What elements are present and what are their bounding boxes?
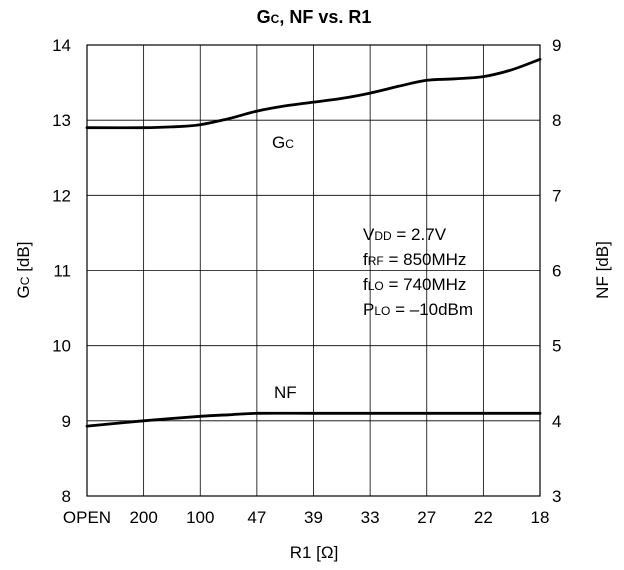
y-right-tick-label: 9 (552, 36, 561, 55)
y-left-tick-label: 9 (62, 412, 71, 431)
condition-frf: fRF = 850MHz (363, 250, 466, 269)
plot-frame (86, 44, 541, 497)
x-axis-label: R1 [Ω] (290, 543, 339, 562)
chart-title: GC, NF vs. R1 (257, 7, 372, 27)
y-right-tick-label: 5 (552, 337, 561, 356)
gc-label-sub: C (285, 137, 294, 151)
conditions-annotation: VDD = 2.7V fRF = 850MHz fLO = 740MHz PLO… (363, 225, 473, 319)
y-left-tick-label: 12 (52, 186, 71, 205)
y-right-tick-label: 8 (552, 111, 561, 130)
title-part-main: G (257, 7, 271, 27)
series-line-gc (85, 57, 542, 130)
x-axis-ticks: OPEN 200 100 47 39 33 27 22 18 (63, 508, 550, 527)
condition-plo: PLO = –10dBm (363, 300, 473, 319)
y-left-tick-label: 11 (53, 262, 71, 281)
y-left-axis-label: GC [dB] (14, 242, 33, 299)
x-tick-label: 27 (417, 508, 436, 527)
curves (85, 57, 542, 428)
gc-label-main: G (272, 133, 285, 152)
y-right-axis-label: NF [dB] (593, 241, 612, 299)
x-tick-label: 39 (304, 508, 323, 527)
y-left-tick-label: 14 (52, 36, 71, 55)
x-tick-label: 22 (474, 508, 493, 527)
gc-curve-label: GC (272, 133, 294, 152)
y-left-tick-label: 10 (52, 337, 71, 356)
left-axis-ticks: 8 9 10 11 12 13 14 (52, 36, 71, 506)
x-tick-label: 100 (186, 508, 214, 527)
title-part-sub: C (271, 12, 280, 26)
nf-curve-label: NF (274, 383, 297, 402)
x-tick-label: 18 (531, 508, 550, 527)
title-part-rest: , NF vs. R1 (279, 7, 371, 27)
y-right-tick-label: 4 (552, 412, 561, 431)
series-line-nf (85, 411, 542, 428)
condition-flo: fLO = 740MHz (363, 275, 466, 294)
x-tick-label: 33 (361, 508, 380, 527)
right-axis-ticks: 3 4 5 6 7 8 9 (552, 36, 561, 506)
y-left-tick-label: 8 (62, 487, 71, 506)
condition-vdd: VDD = 2.7V (363, 225, 447, 244)
y-right-tick-label: 7 (552, 186, 561, 205)
x-tick-label: OPEN (63, 508, 111, 527)
y-right-tick-label: 6 (552, 262, 561, 281)
y-right-tick-label: 3 (552, 487, 561, 506)
grid-lines (87, 45, 540, 496)
x-tick-label: 47 (247, 508, 266, 527)
y-left-tick-label: 13 (52, 111, 71, 130)
x-tick-label: 200 (129, 508, 157, 527)
